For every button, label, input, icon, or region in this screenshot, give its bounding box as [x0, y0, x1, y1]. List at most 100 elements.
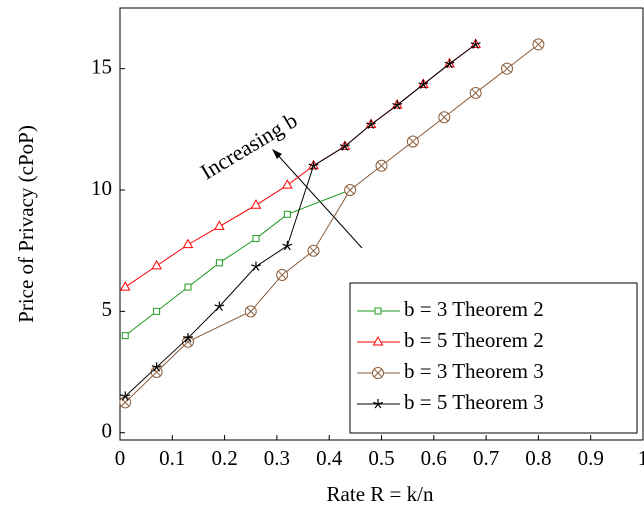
- marker-square: [184, 283, 192, 291]
- marker: [120, 391, 131, 401]
- marker-square: [374, 307, 382, 315]
- marker: [307, 244, 320, 257]
- y-tick-label: 15: [91, 54, 112, 78]
- marker: [532, 38, 545, 51]
- marker-star: [392, 100, 403, 110]
- marker: [119, 396, 132, 409]
- x-tick-label: 0.7: [473, 446, 499, 470]
- marker-cross: [309, 246, 318, 255]
- marker: [344, 184, 357, 197]
- x-tick-label: 0.9: [578, 446, 604, 470]
- marker-star: [339, 141, 350, 151]
- marker: [372, 335, 384, 346]
- marker-square: [283, 210, 291, 218]
- marker: [183, 333, 193, 343]
- x-tick-label: 0.6: [421, 446, 447, 470]
- y-tick-label: 0: [102, 419, 113, 443]
- legend-label: b = 5 Theorem 3: [404, 390, 544, 414]
- marker-star: [251, 261, 261, 271]
- marker-cross: [534, 40, 543, 49]
- marker: [470, 39, 481, 49]
- marker-cross: [502, 64, 512, 73]
- marker: [283, 210, 291, 218]
- x-tick-label: 0.4: [316, 446, 343, 470]
- marker-cross: [277, 270, 287, 280]
- marker: [250, 199, 262, 209]
- marker: [392, 100, 403, 110]
- legend-label: b = 3 Theorem 3: [404, 359, 544, 383]
- marker-star: [373, 399, 383, 409]
- marker: [151, 362, 162, 372]
- marker: [501, 62, 514, 75]
- marker-star: [308, 160, 319, 171]
- marker-square: [252, 235, 260, 243]
- marker-star: [470, 39, 481, 49]
- marker: [181, 335, 194, 348]
- legend-label: b = 5 Theorem 2: [404, 328, 544, 352]
- marker: [251, 261, 261, 271]
- marker: [244, 305, 257, 318]
- marker-cross: [408, 137, 418, 146]
- marker-cross: [345, 185, 355, 195]
- marker-star: [120, 391, 131, 401]
- marker: [373, 399, 383, 409]
- marker: [214, 220, 225, 230]
- marker-cross: [471, 88, 480, 98]
- marker-star: [183, 333, 193, 343]
- marker-cross: [377, 161, 386, 171]
- marker-star: [151, 362, 162, 372]
- marker: [282, 179, 293, 189]
- marker: [469, 86, 482, 99]
- marker: [339, 141, 350, 151]
- marker-star: [282, 240, 293, 251]
- marker: [252, 235, 260, 243]
- marker-cross: [440, 112, 449, 122]
- y-tick-label: 5: [102, 297, 113, 321]
- marker: [406, 135, 419, 148]
- marker-square: [153, 307, 161, 315]
- marker-square: [121, 332, 129, 340]
- marker: [276, 268, 289, 281]
- marker-star: [366, 119, 376, 129]
- marker: [366, 119, 376, 129]
- x-tick-label: 0.2: [211, 446, 237, 470]
- annotation: Increasing b: [196, 107, 302, 184]
- marker-cross: [373, 368, 383, 378]
- marker: [375, 159, 388, 172]
- marker-triangle: [151, 259, 162, 270]
- marker: [153, 307, 161, 315]
- marker-triangle: [250, 199, 262, 209]
- marker-triangle: [119, 281, 131, 291]
- marker: [372, 367, 384, 379]
- y-tick-label: 10: [91, 176, 112, 200]
- marker: [374, 307, 382, 315]
- marker-cross: [246, 307, 256, 316]
- marker: [214, 301, 225, 311]
- marker: [119, 281, 131, 291]
- legend-box: [349, 282, 638, 434]
- marker: [444, 58, 455, 69]
- marker: [184, 283, 192, 291]
- x-axis-label: Rate R = k/n: [327, 482, 434, 506]
- marker: [418, 79, 429, 89]
- annotation-arrow: [274, 151, 363, 249]
- marker: [121, 332, 129, 340]
- marker-star: [444, 58, 455, 69]
- legend: b = 3 Theorem 2 b = 5 Theorem 2 b = 3 Theo…: [349, 282, 638, 434]
- marker-cross: [183, 337, 193, 346]
- y-axis-label: Price of Privacy (cPoP): [14, 125, 38, 323]
- marker: [438, 111, 451, 124]
- arrow-head: [272, 149, 282, 159]
- marker-star: [418, 79, 429, 89]
- x-tick-label: 0: [115, 446, 126, 470]
- marker: [282, 240, 293, 251]
- marker: [215, 259, 223, 267]
- marker-triangle: [182, 238, 194, 249]
- marker-triangle: [372, 335, 384, 346]
- x-tick-label: 1: [638, 446, 644, 470]
- x-tick-label: 0.5: [368, 446, 394, 470]
- marker: [182, 238, 194, 249]
- marker: [151, 259, 162, 270]
